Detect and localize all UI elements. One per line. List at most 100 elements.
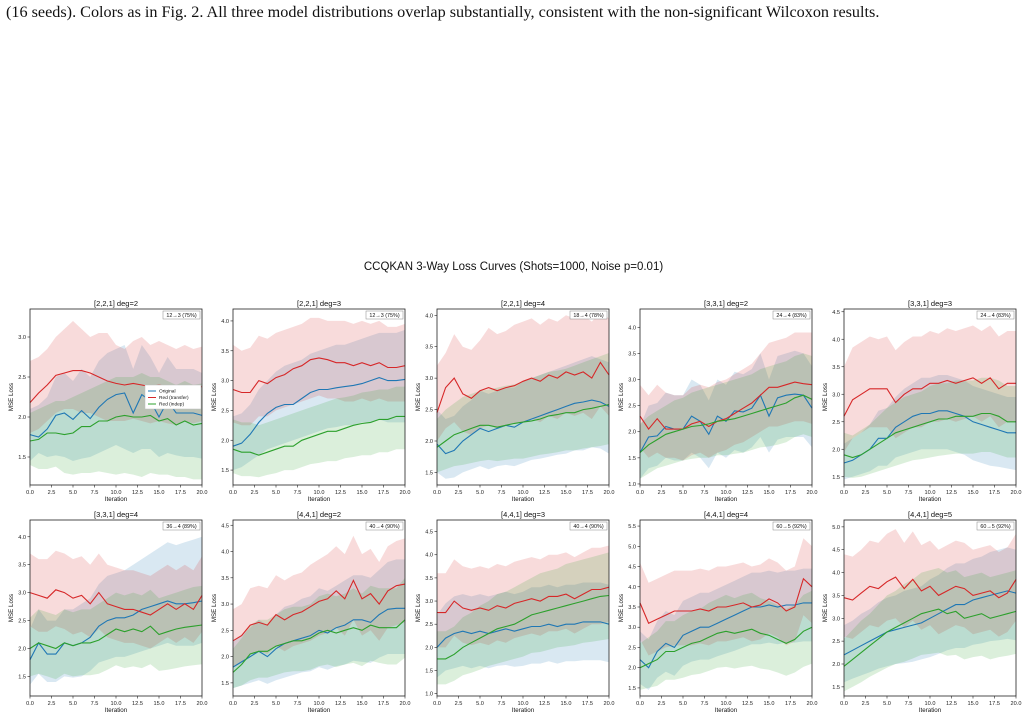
annotation-label: 40→4 (90%) [573, 524, 603, 530]
series-line-red-transfer- [436, 361, 610, 413]
x-tick-label: 2.5 [862, 701, 870, 707]
x-tick-label: 20.0 [807, 490, 818, 496]
y-tick-label: 3.0 [628, 378, 636, 384]
x-tick-label: 0.0 [229, 490, 237, 496]
x-tick-label: 10.0 [518, 490, 529, 496]
x-tick-label: 15.0 [154, 490, 165, 496]
x-tick-label: 20.0 [604, 490, 615, 496]
band-red-indep- [844, 568, 1016, 692]
annotation-box [772, 521, 811, 531]
y-axis-label: MSE Loss [822, 383, 829, 411]
y-tick-label: 3.5 [425, 345, 433, 351]
x-tick-label: 5.0 [679, 701, 687, 707]
series-line-original [436, 621, 610, 648]
series-line-red-indep- [29, 414, 203, 442]
y-tick-label: 2.0 [425, 439, 433, 445]
y-axis-label: MSE Loss [211, 594, 218, 622]
band-original [233, 559, 405, 689]
x-tick-label: 10.0 [925, 490, 936, 496]
x-tick-label: 17.5 [175, 490, 186, 496]
series-line-original [232, 607, 405, 668]
band-red-indep- [437, 552, 609, 685]
annotation-label: 18→4 (78%) [573, 313, 603, 319]
y-tick-label: 2.0 [628, 430, 636, 436]
x-tick-label: 7.5 [498, 490, 506, 496]
x-tick-label: 7.5 [498, 701, 506, 707]
chart-panel-2: [2,2,1] deg=3 0.0 2.5 5.0 7.5 10.0 12.5 15.0 17.… [211, 299, 410, 503]
x-tick-label: 0.0 [840, 490, 848, 496]
x-tick-label: 15.0 [968, 701, 979, 707]
y-tick-label: 4.0 [425, 553, 433, 559]
x-tick-label: 7.5 [905, 490, 913, 496]
annotation-label: 60→5 (92%) [776, 524, 806, 530]
x-tick-label: 20.0 [400, 490, 411, 496]
series-line-red-transfer- [437, 586, 610, 614]
x-tick-label: 15.0 [764, 490, 775, 496]
y-tick-label: 2.5 [425, 622, 433, 628]
panel-title: [3,3,1] deg=2 [704, 299, 748, 308]
y-tick-label: 4.5 [832, 310, 840, 316]
x-tick-label: 12.5 [539, 701, 550, 707]
y-tick-label: 2.5 [221, 408, 229, 414]
y-tick-label: 3.5 [221, 349, 229, 355]
y-tick-label: 4.5 [628, 565, 636, 571]
legend-label: Red (transfer) [159, 395, 189, 401]
x-tick-label: 12.5 [335, 490, 346, 496]
x-axis-label: Iteration [308, 707, 331, 714]
x-tick-label: 15.0 [357, 490, 368, 496]
y-tick-label: 2.5 [832, 420, 840, 426]
x-tick-label: 17.5 [378, 490, 389, 496]
series-line-red-indep- [232, 415, 405, 456]
y-tick-label: 3.0 [832, 616, 840, 622]
y-tick-label: 5.0 [832, 525, 840, 531]
x-tick-label: 0.0 [433, 701, 441, 707]
y-tick-label: 2.0 [832, 447, 840, 453]
x-tick-label: 5.0 [272, 490, 280, 496]
y-tick-label: 4.0 [832, 337, 840, 343]
y-axis-label: MSE Loss [618, 594, 625, 622]
y-tick-label: 1.0 [425, 692, 433, 698]
y-tick-label: 2.0 [18, 415, 26, 421]
x-tick-label: 15.0 [154, 701, 165, 707]
annotation-box [365, 310, 404, 320]
y-tick-label: 3.5 [832, 593, 840, 599]
x-tick-label: 7.5 [701, 490, 709, 496]
y-tick-label: 1.5 [832, 475, 840, 481]
x-tick-label: 2.5 [658, 490, 666, 496]
band-red-transfer- [844, 529, 1016, 639]
x-tick-label: 20.0 [1011, 490, 1022, 496]
x-tick-label: 12.5 [132, 701, 143, 707]
x-tick-label: 5.0 [883, 490, 891, 496]
band-red-transfer- [30, 550, 202, 649]
y-tick-label: 2.0 [832, 662, 840, 668]
y-tick-label: 2.0 [18, 647, 26, 653]
x-tick-label: 20.0 [400, 701, 411, 707]
x-tick-label: 2.5 [251, 490, 259, 496]
x-tick-label: 12.5 [132, 490, 143, 496]
y-tick-label: 2.5 [425, 408, 433, 414]
x-tick-label: 2.5 [48, 701, 56, 707]
series-line-red-transfer- [29, 589, 203, 616]
chart-panel-6: [3,3,1] deg=4 0.0 2.5 5.0 7.5 10.0 12.5 15.0 17.… [8, 510, 207, 714]
x-axis-label: Iteration [715, 707, 738, 714]
x-tick-label: 10.0 [925, 701, 936, 707]
band-red-indep- [640, 353, 812, 479]
band-red-transfer- [844, 325, 1016, 452]
legend-box [144, 384, 202, 410]
chart-panel-7: [4,4,1] deg=2 0.0 2.5 5.0 7.5 10.0 12.5 15.0 17.… [211, 510, 410, 714]
series-line-red-transfer- [639, 577, 813, 624]
chart-panel-8: [4,4,1] deg=3 0.0 2.5 5.0 7.5 10.0 12.5 15.0 17.… [415, 510, 614, 714]
y-tick-label: 1.5 [18, 674, 26, 680]
x-axis-label: Iteration [715, 496, 738, 503]
chart-panel-5: [3,3,1] deg=3 0.0 2.5 5.0 7.5 10.0 12.5 15.0 17.… [822, 299, 1021, 503]
y-tick-label: 1.5 [628, 686, 636, 692]
figure-title: CCQKAN 3-Way Loss Curves (Shots=1000, No… [363, 261, 664, 273]
y-axis-label: MSE Loss [8, 594, 15, 622]
y-tick-label: 3.0 [425, 599, 433, 605]
x-tick-label: 5.0 [272, 701, 280, 707]
x-tick-label: 7.5 [294, 701, 302, 707]
y-tick-label: 5.0 [628, 544, 636, 550]
x-tick-label: 10.0 [314, 701, 325, 707]
x-tick-label: 7.5 [91, 490, 99, 496]
band-original [30, 536, 202, 685]
